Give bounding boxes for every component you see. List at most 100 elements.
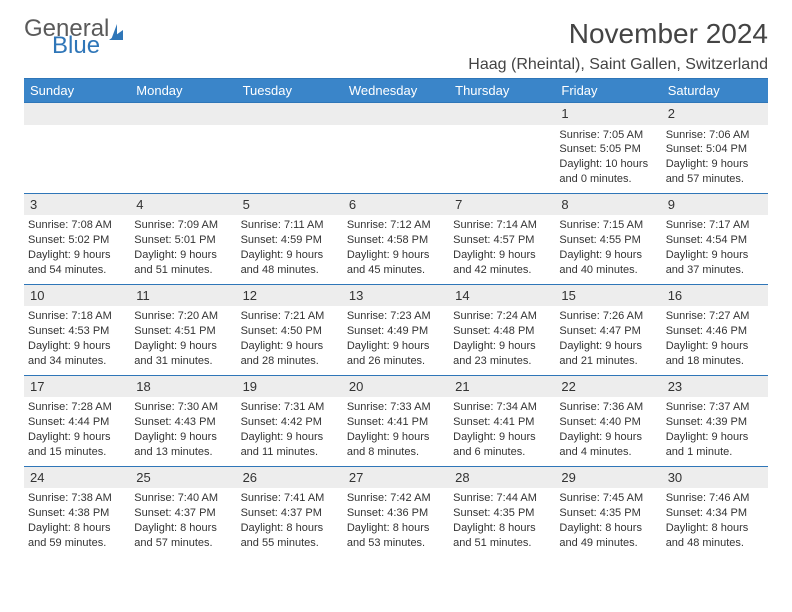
day-header: Thursday [449, 79, 555, 103]
sunrise-text: Sunrise: 7:20 AM [134, 309, 232, 324]
day-number-cell: 27 [343, 466, 449, 488]
day-info-cell: Sunrise: 7:40 AMSunset: 4:37 PMDaylight:… [130, 488, 236, 556]
day-number-cell: 7 [449, 193, 555, 215]
day-info-cell: Sunrise: 7:46 AMSunset: 4:34 PMDaylight:… [662, 488, 768, 556]
daylight-text: Daylight: 9 hours and 1 minute. [666, 430, 764, 460]
daylight-text: Daylight: 8 hours and 48 minutes. [666, 521, 764, 551]
daylight-text: Daylight: 9 hours and 15 minutes. [28, 430, 126, 460]
day-number-cell: 9 [662, 193, 768, 215]
daylight-text: Daylight: 9 hours and 42 minutes. [453, 248, 551, 278]
day-info-cell: Sunrise: 7:08 AMSunset: 5:02 PMDaylight:… [24, 215, 130, 284]
sunrise-text: Sunrise: 7:08 AM [28, 218, 126, 233]
day-info-cell: Sunrise: 7:21 AMSunset: 4:50 PMDaylight:… [237, 306, 343, 375]
day-number-cell: 23 [662, 375, 768, 397]
sunrise-text: Sunrise: 7:12 AM [347, 218, 445, 233]
day-number-cell: 30 [662, 466, 768, 488]
day-number-cell: 28 [449, 466, 555, 488]
day-number-cell: 6 [343, 193, 449, 215]
day-info-cell: Sunrise: 7:36 AMSunset: 4:40 PMDaylight:… [555, 397, 661, 466]
sunrise-text: Sunrise: 7:31 AM [241, 400, 339, 415]
day-info-cell: Sunrise: 7:27 AMSunset: 4:46 PMDaylight:… [662, 306, 768, 375]
day-number-cell: 16 [662, 284, 768, 306]
day-info-cell: Sunrise: 7:41 AMSunset: 4:37 PMDaylight:… [237, 488, 343, 556]
sunset-text: Sunset: 4:50 PM [241, 324, 339, 339]
day-info-cell: Sunrise: 7:20 AMSunset: 4:51 PMDaylight:… [130, 306, 236, 375]
day-number-cell: 26 [237, 466, 343, 488]
sunrise-text: Sunrise: 7:17 AM [666, 218, 764, 233]
sunset-text: Sunset: 4:38 PM [28, 506, 126, 521]
daylight-text: Daylight: 9 hours and 18 minutes. [666, 339, 764, 369]
day-number-cell: 2 [662, 103, 768, 125]
day-number-cell: 15 [555, 284, 661, 306]
day-info-cell: Sunrise: 7:26 AMSunset: 4:47 PMDaylight:… [555, 306, 661, 375]
day-number-cell: 5 [237, 193, 343, 215]
daylight-text: Daylight: 9 hours and 8 minutes. [347, 430, 445, 460]
daylight-text: Daylight: 9 hours and 28 minutes. [241, 339, 339, 369]
week-info-row: Sunrise: 7:28 AMSunset: 4:44 PMDaylight:… [24, 397, 768, 466]
sunset-text: Sunset: 4:35 PM [559, 506, 657, 521]
daylight-text: Daylight: 8 hours and 51 minutes. [453, 521, 551, 551]
sunset-text: Sunset: 4:46 PM [666, 324, 764, 339]
daylight-text: Daylight: 8 hours and 55 minutes. [241, 521, 339, 551]
day-number-cell: 17 [24, 375, 130, 397]
day-number-cell [343, 103, 449, 125]
calendar-table: SundayMondayTuesdayWednesdayThursdayFrid… [24, 79, 768, 557]
sunset-text: Sunset: 4:54 PM [666, 233, 764, 248]
daylight-text: Daylight: 9 hours and 21 minutes. [559, 339, 657, 369]
sunset-text: Sunset: 4:37 PM [241, 506, 339, 521]
month-title: November 2024 [468, 18, 768, 50]
sunset-text: Sunset: 4:39 PM [666, 415, 764, 430]
week-info-row: Sunrise: 7:18 AMSunset: 4:53 PMDaylight:… [24, 306, 768, 375]
sunset-text: Sunset: 4:41 PM [453, 415, 551, 430]
day-info-cell [24, 125, 130, 194]
day-number-cell: 25 [130, 466, 236, 488]
sunset-text: Sunset: 4:44 PM [28, 415, 126, 430]
sunrise-text: Sunrise: 7:30 AM [134, 400, 232, 415]
sunrise-text: Sunrise: 7:21 AM [241, 309, 339, 324]
sunset-text: Sunset: 4:43 PM [134, 415, 232, 430]
sunset-text: Sunset: 4:34 PM [666, 506, 764, 521]
sunset-text: Sunset: 4:53 PM [28, 324, 126, 339]
week-daynum-row: 17181920212223 [24, 375, 768, 397]
sunrise-text: Sunrise: 7:41 AM [241, 491, 339, 506]
day-number-cell [130, 103, 236, 125]
sunset-text: Sunset: 4:58 PM [347, 233, 445, 248]
day-info-cell: Sunrise: 7:05 AMSunset: 5:05 PMDaylight:… [555, 125, 661, 194]
sunrise-text: Sunrise: 7:28 AM [28, 400, 126, 415]
day-header: Tuesday [237, 79, 343, 103]
sunset-text: Sunset: 4:36 PM [347, 506, 445, 521]
day-number-cell: 8 [555, 193, 661, 215]
daylight-text: Daylight: 9 hours and 57 minutes. [666, 157, 764, 187]
day-info-cell: Sunrise: 7:15 AMSunset: 4:55 PMDaylight:… [555, 215, 661, 284]
day-info-cell: Sunrise: 7:45 AMSunset: 4:35 PMDaylight:… [555, 488, 661, 556]
sunrise-text: Sunrise: 7:11 AM [241, 218, 339, 233]
week-daynum-row: 12 [24, 103, 768, 125]
day-number-cell: 21 [449, 375, 555, 397]
daylight-text: Daylight: 9 hours and 6 minutes. [453, 430, 551, 460]
sunset-text: Sunset: 4:55 PM [559, 233, 657, 248]
day-number-cell: 24 [24, 466, 130, 488]
daylight-text: Daylight: 8 hours and 49 minutes. [559, 521, 657, 551]
sunset-text: Sunset: 4:51 PM [134, 324, 232, 339]
day-info-cell: Sunrise: 7:31 AMSunset: 4:42 PMDaylight:… [237, 397, 343, 466]
sunset-text: Sunset: 5:04 PM [666, 142, 764, 157]
sunrise-text: Sunrise: 7:14 AM [453, 218, 551, 233]
sunrise-text: Sunrise: 7:34 AM [453, 400, 551, 415]
day-number-cell: 13 [343, 284, 449, 306]
daylight-text: Daylight: 9 hours and 11 minutes. [241, 430, 339, 460]
sunset-text: Sunset: 4:48 PM [453, 324, 551, 339]
day-info-cell: Sunrise: 7:33 AMSunset: 4:41 PMDaylight:… [343, 397, 449, 466]
sunrise-text: Sunrise: 7:27 AM [666, 309, 764, 324]
sunrise-text: Sunrise: 7:24 AM [453, 309, 551, 324]
sunrise-text: Sunrise: 7:38 AM [28, 491, 126, 506]
day-info-cell: Sunrise: 7:06 AMSunset: 5:04 PMDaylight:… [662, 125, 768, 194]
day-number-cell: 4 [130, 193, 236, 215]
sunset-text: Sunset: 5:01 PM [134, 233, 232, 248]
sunset-text: Sunset: 4:57 PM [453, 233, 551, 248]
title-block: November 2024 Haag (Rheintal), Saint Gal… [468, 18, 768, 74]
sunset-text: Sunset: 4:59 PM [241, 233, 339, 248]
day-info-cell [130, 125, 236, 194]
week-info-row: Sunrise: 7:08 AMSunset: 5:02 PMDaylight:… [24, 215, 768, 284]
sunrise-text: Sunrise: 7:45 AM [559, 491, 657, 506]
day-number-cell: 20 [343, 375, 449, 397]
